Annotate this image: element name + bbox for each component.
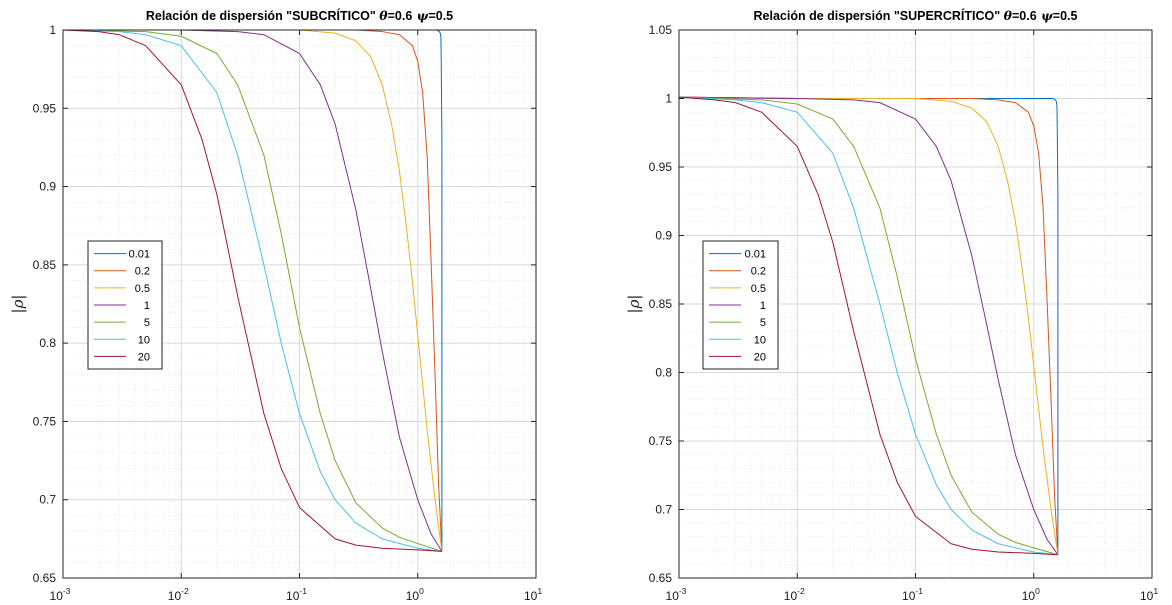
x-tick-label: 101 [524, 586, 542, 603]
y-tick-label: 0.75 [649, 434, 673, 448]
legend-label-0.01: 0.01 [745, 249, 766, 261]
y-tick-label: 0.7 [655, 503, 672, 517]
y-tick-label: 0.9 [39, 180, 56, 194]
y-tick-label: 1 [49, 23, 56, 37]
x-tick-label: 10-3 [666, 586, 687, 603]
legend-label-20: 20 [754, 351, 766, 363]
series-line-0.5 [63, 30, 443, 552]
legend-label-0.2: 0.2 [135, 266, 150, 278]
legend-label-20: 20 [138, 351, 150, 363]
x-tick-label: 10-2 [168, 586, 189, 603]
y-tick-label: 0.8 [39, 336, 56, 350]
legend-label-1: 1 [144, 300, 150, 312]
x-tick-label: 10-1 [286, 586, 307, 603]
series-line-10 [679, 96, 1058, 556]
x-tick-label: 10-1 [902, 586, 923, 603]
legend: 0.01 0.2 0.5 1 5 10 20 [702, 240, 779, 370]
x-tick-label: 100 [406, 586, 424, 603]
series-line-0.01 [63, 30, 443, 552]
y-tick-label: 0.95 [33, 101, 57, 115]
y-tick-label: 0.95 [649, 160, 673, 174]
legend-label-0.5: 0.5 [751, 283, 766, 295]
series-line-1 [679, 96, 1059, 555]
legend-label-10: 10 [754, 334, 766, 346]
series-line-0.2 [63, 30, 443, 552]
y-tick-label: 0.75 [33, 414, 57, 428]
series-line-20 [63, 30, 442, 552]
y-tick-label: 0.65 [33, 571, 57, 585]
legend-label-5: 5 [760, 317, 766, 329]
series-group [679, 96, 1059, 556]
series-line-0.5 [679, 96, 1059, 555]
x-tick-label: 101 [1140, 586, 1158, 603]
series-group [63, 30, 443, 552]
chart-title: Relación de dispersión "SUBCRÍTICO" θ=0.… [146, 8, 453, 23]
y-tick-label: 0.85 [33, 258, 57, 272]
x-tick-label: 10-2 [784, 586, 805, 603]
x-tick-label: 100 [1022, 586, 1040, 603]
legend-label-5: 5 [144, 317, 150, 329]
series-line-5 [679, 96, 1059, 556]
y-tick-label: 1.05 [649, 23, 673, 37]
series-line-0.2 [679, 96, 1059, 555]
x-tick-label: 10-3 [50, 586, 71, 603]
legend-label-10: 10 [138, 334, 150, 346]
y-tick-label: 0.9 [655, 229, 672, 243]
legend-label-0.2: 0.2 [751, 266, 766, 278]
series-line-10 [63, 30, 442, 552]
series-line-20 [679, 96, 1058, 556]
legend-label-0.5: 0.5 [135, 283, 150, 295]
y-tick-label: 0.85 [649, 297, 673, 311]
legend: 0.01 0.2 0.5 1 5 10 20 [87, 240, 163, 370]
y-tick-label: 1 [665, 92, 672, 106]
y-axis-label: |ρ| [9, 295, 27, 314]
y-tick-label: 0.8 [655, 366, 672, 380]
series-line-5 [63, 30, 443, 552]
series-line-1 [63, 30, 443, 552]
y-tick-label: 0.65 [649, 571, 673, 585]
legend-label-0.01: 0.01 [129, 249, 150, 261]
legend-label-1: 1 [760, 300, 766, 312]
chart-title: Relación de dispersión "SUPERCRÍTICO" θ=… [754, 8, 1078, 23]
y-axis-label: |ρ| [625, 295, 643, 314]
y-tick-label: 0.7 [39, 493, 56, 507]
